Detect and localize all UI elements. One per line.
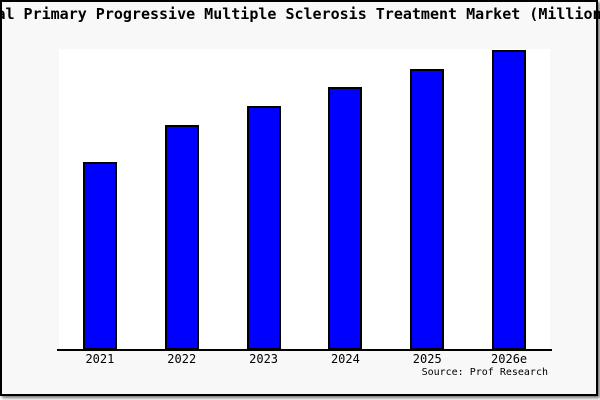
x-tick-label-2021: 2021 xyxy=(85,352,115,366)
x-tick-label-2022: 2022 xyxy=(167,352,197,366)
bar-2024 xyxy=(328,87,363,350)
x-axis-line xyxy=(57,349,552,351)
bar-2025 xyxy=(410,69,445,350)
bar-2026e xyxy=(492,50,527,350)
x-tick-label-2024: 2024 xyxy=(330,352,360,366)
bar-2022 xyxy=(164,125,199,350)
x-tick-label-2025: 2025 xyxy=(412,352,442,366)
plot-area xyxy=(59,49,550,350)
source-note: Source: Prof Research xyxy=(421,367,548,378)
x-tick-label-2023: 2023 xyxy=(249,352,279,366)
x-tick-label-2026e: 2026e xyxy=(491,352,528,366)
bar-2021 xyxy=(82,162,117,350)
bar-2023 xyxy=(246,106,281,350)
chart-title: al Primary Progressive Multiple Sclerosi… xyxy=(0,5,600,23)
